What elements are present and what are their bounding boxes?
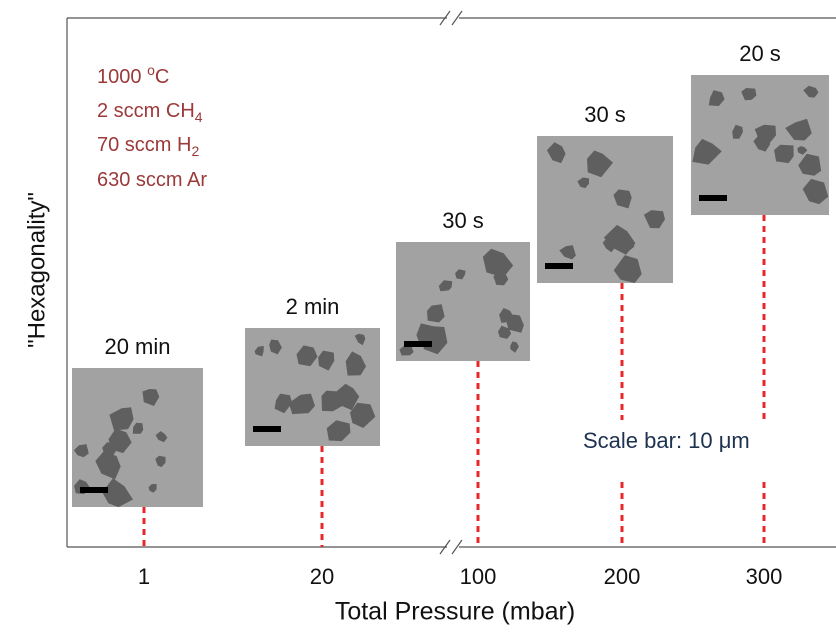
subscript: 4 bbox=[195, 109, 203, 125]
panel-label: 30 s bbox=[584, 102, 626, 127]
domain bbox=[708, 90, 725, 106]
panel-label: 20 min bbox=[104, 334, 170, 359]
superscript: o bbox=[147, 62, 155, 78]
domain bbox=[577, 177, 589, 189]
domain bbox=[399, 344, 414, 356]
condition-text: C bbox=[155, 66, 169, 88]
domain bbox=[499, 308, 514, 323]
panel-label: 30 s bbox=[442, 208, 484, 233]
axes-frame bbox=[66, 10, 836, 555]
scale-bar bbox=[253, 426, 281, 432]
micrograph bbox=[396, 242, 530, 361]
x-tick-label: 20 bbox=[310, 564, 334, 589]
condition-text: 70 sccm H bbox=[97, 134, 191, 156]
micrograph bbox=[537, 136, 673, 283]
micrograph bbox=[691, 75, 829, 215]
condition: 70 sccm H2 bbox=[97, 134, 199, 158]
domain bbox=[102, 478, 133, 508]
condition: 630 sccm Ar bbox=[97, 169, 207, 191]
subscript: 2 bbox=[191, 143, 199, 159]
domain bbox=[296, 345, 318, 367]
domain bbox=[498, 325, 512, 339]
domain bbox=[109, 407, 134, 431]
scale-bar bbox=[699, 195, 727, 201]
scale-bar bbox=[80, 487, 108, 493]
x-tick-label: 100 bbox=[460, 564, 497, 589]
domain bbox=[73, 444, 89, 458]
panel-label: 20 s bbox=[739, 41, 781, 66]
domain bbox=[142, 389, 160, 406]
condition-text: 630 sccm Ar bbox=[97, 169, 207, 191]
micrograph bbox=[245, 328, 380, 446]
x-tick-label: 200 bbox=[604, 564, 641, 589]
domain bbox=[354, 333, 366, 346]
domain bbox=[274, 393, 293, 414]
domain bbox=[546, 142, 566, 164]
condition-text: 1000 bbox=[97, 66, 147, 88]
condition: 1000 oC bbox=[97, 62, 169, 89]
x-axis-title: Total Pressure (mbar) bbox=[335, 598, 575, 626]
x-tick-label: 300 bbox=[746, 564, 783, 589]
domain bbox=[692, 138, 722, 165]
domain bbox=[798, 153, 822, 176]
domain bbox=[510, 341, 519, 353]
domain bbox=[493, 270, 509, 286]
domain bbox=[345, 351, 366, 376]
domain bbox=[559, 245, 576, 260]
domain bbox=[602, 237, 616, 253]
scale-note: Scale bar: 10 μm bbox=[583, 428, 750, 453]
y-axis-title: "Hexagonality" bbox=[23, 192, 50, 348]
domain bbox=[802, 178, 829, 205]
micrograph-bg bbox=[72, 368, 203, 507]
domain bbox=[155, 455, 166, 468]
domain bbox=[613, 255, 642, 283]
domain bbox=[785, 118, 812, 141]
domain bbox=[427, 304, 445, 323]
domain bbox=[643, 210, 665, 229]
domain bbox=[132, 422, 144, 434]
domain bbox=[95, 451, 121, 480]
domain bbox=[624, 242, 635, 251]
domain bbox=[318, 350, 335, 371]
domain bbox=[797, 146, 808, 155]
domain bbox=[613, 189, 632, 209]
domain bbox=[803, 85, 819, 98]
domain bbox=[269, 339, 282, 355]
domain bbox=[350, 402, 376, 428]
domain bbox=[155, 431, 168, 443]
panel-label: 2 min bbox=[286, 294, 340, 319]
domain bbox=[254, 346, 264, 357]
domain bbox=[741, 88, 757, 101]
condition: 2 sccm CH4 bbox=[97, 100, 203, 124]
domain bbox=[335, 383, 360, 411]
domain bbox=[774, 144, 794, 164]
scale-bar bbox=[545, 263, 573, 269]
domain bbox=[326, 420, 351, 442]
condition-text: 2 sccm CH bbox=[97, 100, 195, 122]
domain bbox=[753, 134, 771, 152]
scale-bar bbox=[404, 341, 432, 347]
domain bbox=[148, 484, 157, 493]
micrograph bbox=[72, 368, 203, 508]
x-tick-label: 1 bbox=[138, 564, 150, 589]
domain bbox=[455, 269, 466, 280]
domain bbox=[613, 231, 624, 245]
domain bbox=[438, 280, 453, 292]
domain bbox=[288, 393, 315, 415]
domain bbox=[732, 124, 743, 139]
domain bbox=[587, 150, 613, 178]
domain bbox=[482, 248, 514, 278]
